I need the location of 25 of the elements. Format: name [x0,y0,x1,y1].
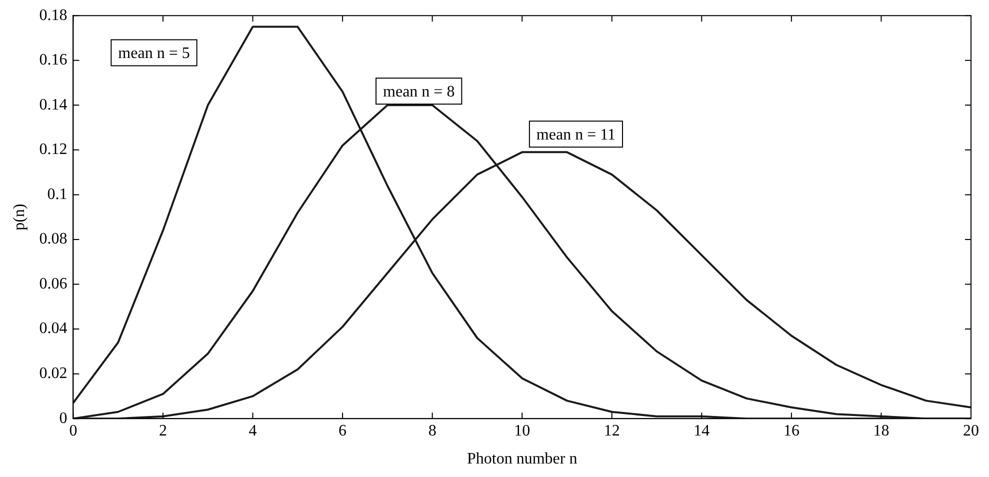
series-label: mean n = 11 [536,126,616,144]
y-tick-label: 0.18 [39,6,68,24]
y-tick-label: 0.1 [47,186,68,203]
x-tick-label: 20 [963,422,979,440]
y-tick-label: 0.14 [39,96,68,114]
x-tick-label: 6 [338,422,347,440]
x-tick-label: 14 [694,422,710,440]
x-tick-label: 8 [428,422,436,440]
y-tick-label: 0.16 [39,52,68,69]
series-label: mean n = 8 [383,83,455,100]
y-tick-label: 0.08 [39,230,68,248]
x-tick-label: 2 [158,422,167,440]
y-tick-label: 0.04 [39,320,68,338]
y-tick-label: 0.06 [39,275,68,292]
y-tick-label: 0.02 [39,365,68,382]
y-tick-label: 0.12 [39,141,68,158]
y-axis-title: p(n) [10,204,28,230]
x-tick-label: 16 [783,422,800,440]
x-axis-title: Photon number n [466,450,578,468]
x-tick-label: 12 [604,422,620,440]
x-tick-label: 18 [873,422,890,440]
text: mean n = 5 [118,45,190,62]
y-tick-label: 0 [59,410,68,427]
x-tick-label: 4 [248,422,257,440]
x-tick-label: 10 [514,422,530,440]
